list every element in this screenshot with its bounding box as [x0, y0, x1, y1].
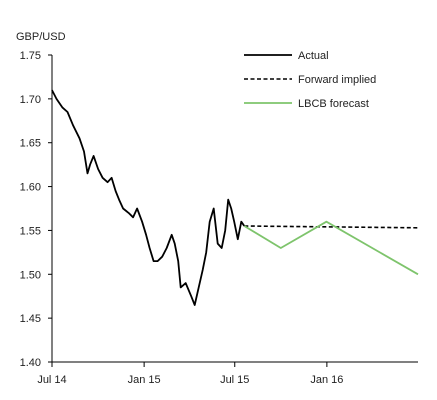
legend-label-lbcb-forecast: LBCB forecast — [298, 98, 369, 110]
y-tick-label: 1.65 — [20, 138, 41, 150]
legend-label-forward-implied: Forward implied — [298, 74, 376, 86]
y-tick-label: 1.70 — [20, 94, 41, 106]
legend-label-actual: Actual — [298, 50, 329, 62]
series-line-lbcb-forecast — [243, 220, 419, 276]
y-tick-label: 1.45 — [20, 313, 41, 325]
y-tick-label: 1.55 — [20, 225, 41, 237]
y-tick-label: 1.40 — [20, 357, 41, 369]
x-axis: Jul 14 Jan 15 Jul 15 Jan 16 — [37, 361, 418, 386]
x-tick-label: Jul 14 — [37, 374, 66, 386]
series-lines — [51, 89, 419, 306]
x-tick-label: Jan 16 — [310, 374, 343, 386]
x-tick-label: Jul 15 — [220, 374, 249, 386]
series-line-forward-implied — [244, 225, 419, 229]
x-tick-label: Jan 15 — [128, 374, 161, 386]
legend: Actual Forward implied LBCB forecast — [244, 50, 376, 110]
series-line-actual — [51, 89, 246, 306]
y-tick-label: 1.60 — [20, 182, 41, 194]
y-tick-label: 1.75 — [20, 50, 41, 62]
y-tick-label: 1.50 — [20, 269, 41, 281]
y-axis: 1.40 1.45 1.50 1.55 1.60 1.65 1.70 1.75 — [20, 50, 53, 369]
y-axis-title: GBP/USD — [16, 31, 66, 43]
